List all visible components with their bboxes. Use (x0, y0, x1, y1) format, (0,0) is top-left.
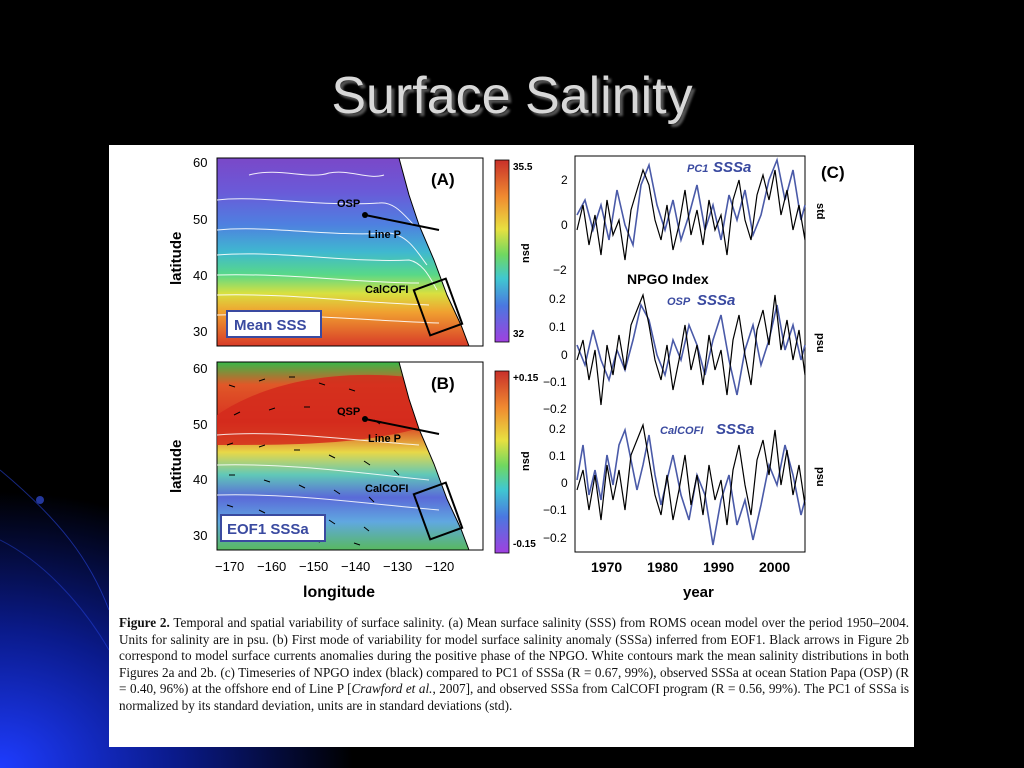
lat-tick: 30 (193, 528, 207, 543)
land-area (398, 361, 484, 551)
panel-b: OSP Line P CalCOFI (B) EOF1 SSSa 60 50 4… (168, 361, 539, 601)
calcofi-tick: 0.1 (549, 449, 566, 463)
line-p-label: Line P (368, 433, 401, 445)
pc1-tick: 2 (561, 173, 568, 187)
calcofi-series-blue (576, 427, 806, 546)
pc1-npgo-series-black (576, 168, 806, 261)
line-p-marker (364, 214, 440, 231)
land-area (398, 157, 484, 347)
osp-station-marker (362, 212, 368, 218)
osp-station-marker (362, 416, 368, 422)
year-tick: 1990 (703, 559, 734, 575)
osp-series-label-suffix: SSSa (697, 292, 735, 309)
lat-tick: 30 (193, 324, 207, 339)
osp-tick: −0.1 (543, 375, 567, 389)
calcofi-label: CalCOFI (365, 483, 408, 495)
osp-tick: 0.1 (549, 320, 566, 334)
calcofi-tick: −0.1 (543, 503, 567, 517)
osp-label: OSP (337, 198, 360, 210)
caption-text: Temporal and spatial variability of surf… (119, 615, 909, 697)
caption-figure-label: Figure 2. (119, 615, 170, 630)
colorbar-b-unit: nsd (520, 451, 532, 471)
osp-tick: 0 (561, 348, 568, 362)
lat-tick: 50 (193, 212, 207, 227)
npgo-index-label: NPGO Index (627, 271, 709, 287)
osp-label: OSP (337, 406, 360, 418)
figure-graphics: OSP Line P CalCOFI (A) Mean SSS 60 50 40… (168, 155, 845, 601)
mean-sss-box (226, 310, 322, 338)
calcofi-box (412, 481, 464, 541)
calcofi-label: CalCOFI (365, 284, 408, 296)
latitude-label: latitude (168, 440, 185, 493)
slide-title: Surface Salinity (331, 67, 693, 125)
osp-series-label-prefix: OSP (667, 296, 691, 308)
figure-panel: OSP Line P CalCOFI (A) Mean SSS 60 50 40… (109, 145, 914, 747)
calcofi-tick: 0 (561, 476, 568, 490)
lat-tick: 60 (193, 361, 207, 376)
pc1-label-suffix: SSSa (713, 159, 751, 176)
year-axis-label: year (683, 584, 714, 601)
calcofi-tick: 0.2 (549, 422, 566, 436)
calcofi-series-label-prefix: CalCOFI (660, 425, 704, 437)
colorbar-a-bottom: 32 (513, 329, 525, 340)
calcofi-unit: psu (814, 467, 826, 487)
lat-tick: 60 (193, 155, 207, 170)
panel-c-label: (C) (821, 163, 845, 182)
eof1-label: EOF1 SSSa (227, 521, 309, 538)
red-anomaly-region (217, 374, 429, 445)
calcofi-tick: −0.2 (543, 531, 567, 545)
osp-tick: −0.2 (543, 402, 567, 416)
latitude-label: latitude (168, 232, 185, 285)
osp-tick: 0.2 (549, 292, 566, 306)
panel-a: OSP Line P CalCOFI (A) Mean SSS 60 50 40… (168, 155, 533, 347)
pc1-label-prefix: PC1 (687, 163, 708, 175)
osp-unit: psu (814, 333, 826, 353)
figure-caption: Figure 2. Temporal and spatial variabili… (119, 615, 909, 715)
lon-tick: −130 (383, 559, 412, 574)
lat-tick: 50 (193, 417, 207, 432)
lon-tick: −120 (425, 559, 454, 574)
osp-series-blue (576, 302, 806, 396)
colorbar-b-bottom: -0.15 (513, 539, 536, 550)
caption-citation: Crawford et al. (351, 681, 433, 697)
year-tick: 1980 (647, 559, 678, 575)
colorbar-a-unit: nsd (520, 243, 532, 263)
colorbar-a (494, 159, 510, 343)
line-p-label: Line P (368, 229, 401, 241)
caption-text-after: , 2007], and observed SSSa from CalCOFI … (119, 681, 909, 713)
lon-tick: −140 (341, 559, 370, 574)
pc1-tick: 0 (561, 218, 568, 232)
panel-a-label: (A) (431, 170, 455, 189)
colorbar-b (494, 370, 510, 554)
colorbar-b-top: +0.15 (513, 373, 539, 384)
pc1-tick: −2 (553, 263, 567, 277)
osp-npgo-series-black (576, 292, 806, 406)
year-tick: 2000 (759, 559, 790, 575)
lon-tick: −160 (257, 559, 286, 574)
panel-b-label: (B) (431, 374, 455, 393)
lon-tick: −150 (299, 559, 328, 574)
mean-sss-label: Mean SSS (234, 317, 307, 334)
eof1-box (220, 514, 326, 542)
pc1-unit: std (814, 203, 826, 220)
calcofi-series-label-suffix: SSSa (716, 421, 754, 438)
salinity-contours (216, 433, 440, 511)
timeseries-frame (574, 155, 806, 553)
lon-tick: −170 (215, 559, 244, 574)
pc1-series-blue (576, 157, 806, 249)
panel-c: PC1 SSSa 2 0 −2 std NPGO Index (C) OSP S… (543, 155, 845, 601)
colorbar-a-top: 35.5 (513, 162, 533, 173)
lat-tick: 40 (193, 472, 207, 487)
longitude-label: longitude (303, 584, 375, 601)
calcofi-box (412, 277, 464, 337)
lat-tick: 40 (193, 268, 207, 283)
line-p-marker (364, 418, 440, 435)
calcofi-npgo-series-black (576, 422, 806, 526)
year-tick: 1970 (591, 559, 622, 575)
